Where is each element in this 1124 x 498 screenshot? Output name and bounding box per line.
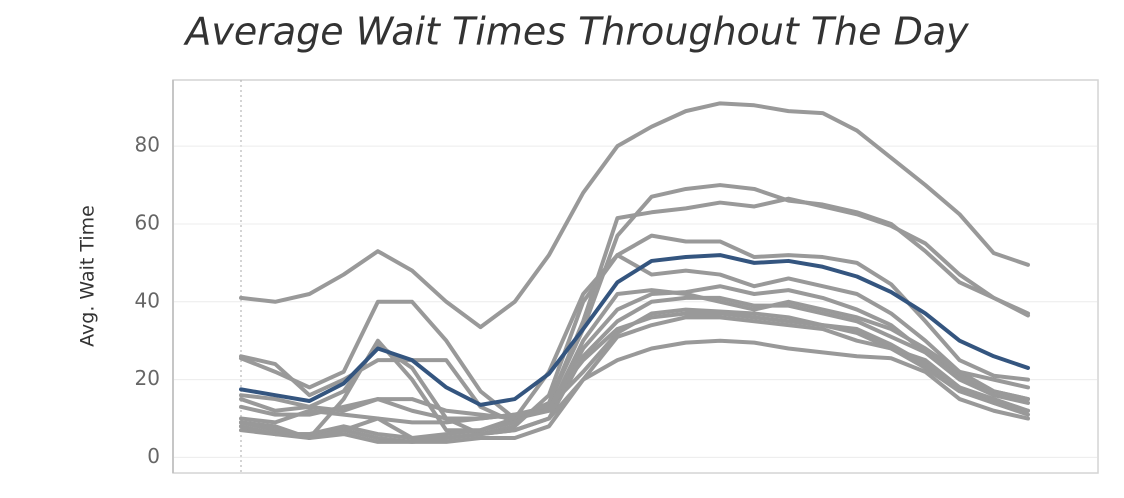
- series-line: [239, 311, 1030, 440]
- y-tick-label: 0: [147, 444, 160, 468]
- chart-title: Average Wait Times Throughout The Day: [182, 10, 969, 54]
- series-line: [239, 338, 1030, 440]
- series-line: [239, 253, 1030, 407]
- y-tick-label: 80: [135, 133, 160, 157]
- y-axis-label: Avg. Wait Time: [77, 205, 99, 347]
- series-line: [239, 101, 1030, 330]
- series-line: [239, 253, 1030, 440]
- series-line: [239, 196, 1030, 425]
- y-tick-label: 60: [135, 210, 160, 234]
- series-line: [239, 315, 1030, 444]
- y-tick-label: 40: [135, 288, 160, 312]
- y-tick-label: 20: [135, 366, 160, 390]
- series-line: [239, 288, 1030, 421]
- series-line: [239, 295, 1030, 444]
